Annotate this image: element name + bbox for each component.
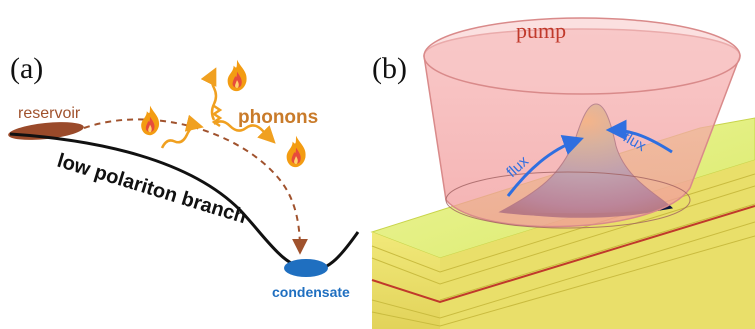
phonon-arrow-left [160,114,204,149]
phonons-label: phonons [238,107,318,128]
relaxation-arrow [83,118,308,255]
substrate-line [371,205,755,304]
panel-a-label: (a) [10,52,43,85]
branch-label: low polariton branch [55,150,250,229]
flux-arrow-right [605,119,673,154]
polariton-branch-curve [9,132,360,272]
panel-a: (a) reservoir low polariton branch conde… [8,52,360,300]
panel-b: (b) p [370,17,755,329]
phonon-arrow-right [213,120,276,144]
pump-cone [423,17,741,229]
flux-arrow-left [506,135,584,197]
condensate-label: condensate [272,284,350,300]
flame-icon [141,105,160,136]
reservoir-label: reservoir [18,105,81,122]
flame-icon [286,135,306,168]
pump-label: pump [516,18,566,43]
condensate-blob [284,259,328,277]
panel-b-label: (b) [372,52,407,85]
flame-icon [227,59,247,92]
phonon-arrow-vertical [200,67,218,121]
